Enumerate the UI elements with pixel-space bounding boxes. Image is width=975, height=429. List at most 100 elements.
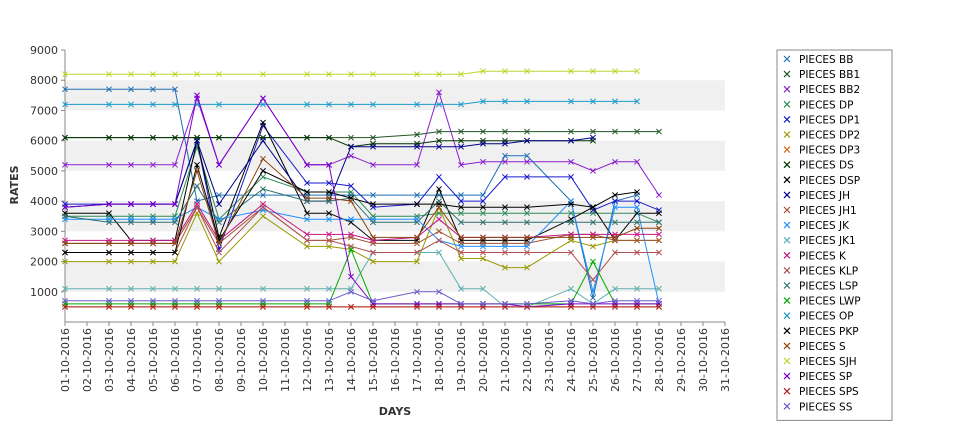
data-point — [612, 285, 618, 292]
data-point — [304, 303, 310, 310]
data-point — [502, 264, 508, 271]
data-point — [656, 297, 662, 304]
data-point — [304, 237, 310, 244]
data-point — [524, 234, 530, 241]
legend-marker — [783, 146, 791, 154]
y-axis-ticks: 1000 2000 3000 4000 5000 6000 7000 8000 9000 — [30, 44, 65, 299]
data-point — [502, 158, 508, 165]
data-point — [436, 137, 442, 144]
legend-label: PIECES JK1 — [799, 235, 856, 247]
data-point — [656, 303, 662, 310]
data-point — [414, 234, 420, 241]
legend-label: PIECES DSP — [799, 175, 860, 187]
x-tick-label: 17-10-2016 — [411, 328, 424, 392]
data-point — [590, 134, 596, 141]
x-tick-label: 05-10-2016 — [147, 328, 160, 392]
legend-marker — [783, 387, 791, 395]
data-point — [216, 240, 222, 247]
data-point — [524, 173, 530, 180]
legend-marker — [783, 312, 791, 320]
data-point — [436, 89, 442, 96]
data-point — [62, 86, 68, 93]
data-point — [172, 303, 178, 310]
data-point — [634, 249, 640, 256]
y-tick-label: 6000 — [30, 135, 58, 148]
data-point — [62, 134, 68, 141]
data-point — [172, 219, 178, 226]
data-point — [326, 189, 332, 195]
data-point — [62, 285, 68, 292]
data-point — [524, 158, 530, 165]
data-point — [480, 243, 486, 250]
data-point — [436, 228, 442, 235]
data-point — [656, 249, 662, 256]
data-point — [62, 204, 68, 211]
x-tick-label: 22-10-2016 — [521, 328, 534, 392]
data-point — [128, 249, 134, 256]
data-point — [590, 234, 596, 241]
data-point — [458, 198, 464, 205]
data-point — [612, 68, 618, 75]
data-point — [502, 128, 508, 135]
data-point — [590, 276, 596, 283]
data-point — [458, 249, 464, 256]
data-point — [458, 204, 464, 211]
data-point — [260, 303, 266, 310]
data-point — [172, 249, 178, 256]
series-line — [65, 162, 638, 253]
series-line — [65, 100, 637, 105]
data-point — [194, 285, 200, 292]
legend-label: PIECES LWP — [799, 296, 861, 308]
data-point — [172, 71, 178, 78]
data-point — [436, 237, 442, 244]
data-point — [106, 240, 112, 247]
data-point — [458, 161, 464, 168]
x-tick-label: 09-10-2016 — [235, 328, 248, 392]
data-point — [106, 219, 112, 226]
data-point — [502, 98, 508, 105]
x-tick-label: 26-10-2016 — [609, 328, 622, 392]
x-tick-label: 24-10-2016 — [565, 328, 578, 392]
data-point — [304, 231, 310, 238]
data-point — [172, 285, 178, 292]
data-point — [106, 161, 112, 168]
legend-label: PIECES SS — [799, 401, 853, 413]
data-point — [348, 303, 354, 310]
y-tick-label: 8000 — [30, 74, 58, 87]
data-point — [612, 249, 618, 256]
series-group — [62, 161, 640, 256]
data-point — [260, 285, 266, 292]
data-point — [260, 186, 266, 192]
data-point — [458, 285, 464, 292]
data-point — [480, 158, 486, 165]
data-point — [128, 240, 134, 247]
data-point — [568, 128, 574, 135]
series-line — [65, 145, 660, 223]
data-point — [612, 158, 618, 165]
y-tick-label: 2000 — [30, 256, 58, 269]
data-point — [172, 161, 178, 168]
legend-marker — [783, 70, 791, 78]
data-point — [150, 249, 156, 256]
data-point — [634, 158, 640, 165]
data-point — [62, 101, 68, 108]
data-point — [216, 161, 222, 168]
data-point — [502, 204, 508, 211]
data-point — [436, 186, 442, 192]
data-point — [150, 134, 156, 141]
data-point — [304, 189, 310, 195]
data-point — [656, 210, 662, 217]
legend-marker — [783, 100, 791, 108]
data-point — [172, 297, 178, 304]
data-point — [370, 161, 376, 168]
data-point — [348, 246, 354, 253]
data-point — [348, 71, 354, 78]
x-axis-ticks: 01-10-2016 02-10-2016 03-10-2016 04-10-2016… — [59, 322, 732, 392]
data-point — [150, 219, 156, 226]
data-point — [128, 201, 134, 208]
data-point — [656, 285, 662, 292]
series-group — [62, 198, 662, 307]
y-axis-title: RATES — [8, 165, 21, 204]
data-point — [62, 303, 68, 310]
